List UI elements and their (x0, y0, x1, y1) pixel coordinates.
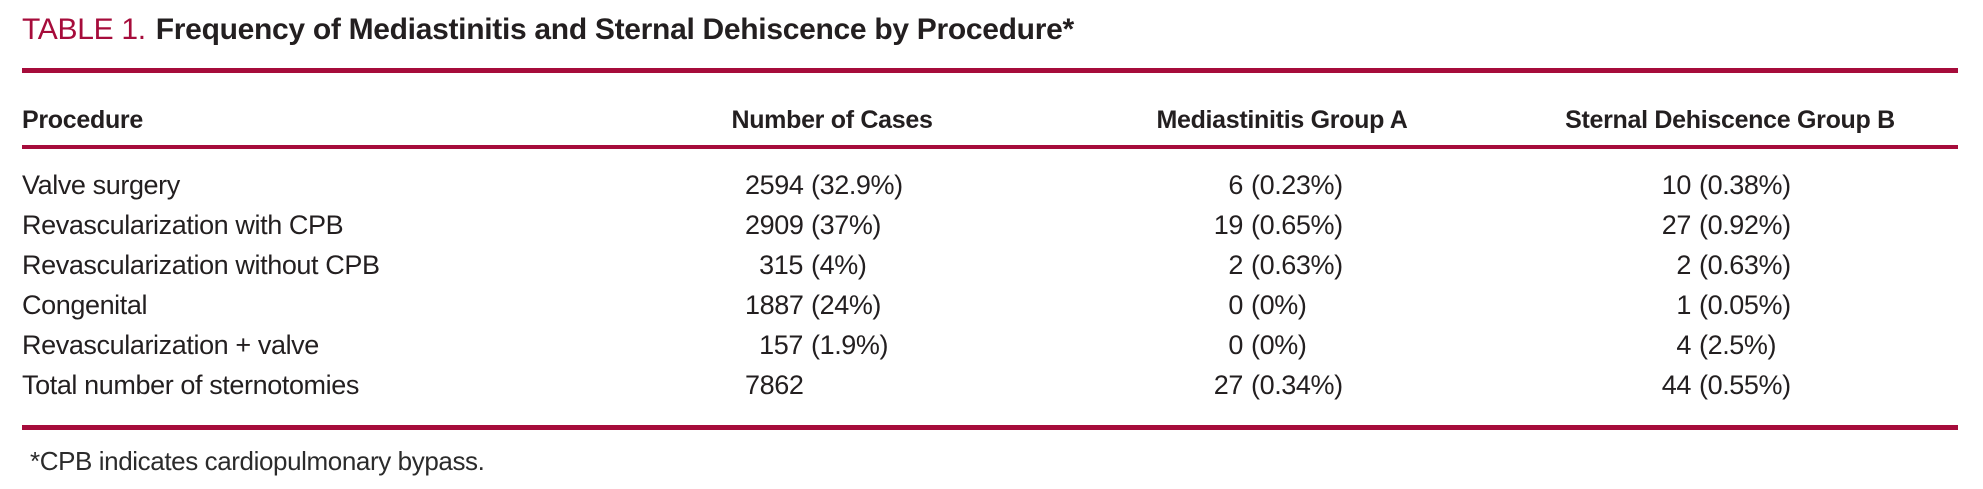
dehiscence-cell: 44 (0.55%) (1661, 369, 1791, 400)
table-row: Valve surgery 2594 (32.9%) 6 (0.23%) 10 (0.… (22, 165, 1958, 205)
cases-cell: 315 (4%) (759, 249, 867, 280)
header-rule (22, 145, 1958, 149)
table-title: TABLE 1. Frequency of Mediastinitis and S… (22, 0, 1958, 48)
table-row: Congenital 1887 (24%) 0 (0%) 1 (0.05%) (22, 285, 1958, 325)
column-header-number-of-cases: Number of Cases (731, 106, 933, 134)
table-content: TABLE 1. Frequency of Mediastinitis and S… (22, 0, 1958, 478)
table-number-label: TABLE 1. (22, 13, 146, 46)
procedure-cell: Revascularization with CPB (22, 209, 344, 240)
dehiscence-cell: 10 (0.38%) (1661, 169, 1791, 200)
dehiscence-cell: 2 (0.63%) (1676, 249, 1791, 280)
table-row: Revascularization + valve 157 (1.9%) 0 (0%… (22, 325, 1958, 365)
dehiscence-cell: 4 (2.5%) (1676, 329, 1777, 360)
table-row: Revascularization without CPB 315 (4%) 2(… (22, 245, 1958, 285)
mediastinitis-cell: 0 (0%) (1228, 289, 1307, 320)
column-header-sternal-dehiscence: Sternal Dehiscence Group B (1565, 106, 1895, 134)
table-footnote: *CPB indicates cardiopulmonary bypass. (30, 446, 485, 476)
table-body: Valve surgery 2594 (32.9%) 6 (0.23%) 10 (0.… (22, 165, 1958, 405)
cases-cell: 157 (1.9%) (759, 329, 889, 360)
mediastinitis-cell: 27 (0.34%) (1213, 369, 1343, 400)
top-rule (22, 68, 1958, 73)
procedure-cell: Revascularization + valve (22, 329, 319, 360)
cases-cell: 1887 (24%) (745, 289, 882, 320)
procedure-cell: Revascularization without CPB (22, 249, 380, 280)
mediastinitis-cell: 2 (0.63%) (1228, 249, 1343, 280)
table-title-text: Frequency of Mediastinitis and Sternal D… (155, 13, 1074, 46)
procedure-cell: Valve surgery (22, 169, 180, 200)
mediastinitis-cell: 6 (0.23%) (1228, 169, 1343, 200)
table-row: Revascularization with CPB 2909 (37%) 19(… (22, 205, 1958, 245)
mediastinitis-cell: 19 (0.65%) (1213, 209, 1343, 240)
table-header-row: Procedure Number of Cases Mediastinitis … (22, 73, 1958, 145)
cases-cell: 7862 (745, 369, 804, 400)
column-header-procedure: Procedure (22, 106, 143, 134)
cases-cell: 2594 (32.9%) (745, 169, 903, 200)
bottom-rule (22, 425, 1958, 430)
procedure-cell: Congenital (22, 289, 148, 320)
dehiscence-cell: 27 (0.92%) (1661, 209, 1791, 240)
column-header-mediastinitis: Mediastinitis Group A (1156, 106, 1408, 134)
cases-cell: 2909 (37%) (745, 209, 882, 240)
table-row-total: Total number of sternotomies 7862 27 (0.3… (22, 365, 1958, 405)
mediastinitis-cell: 0 (0%) (1228, 329, 1307, 360)
procedure-cell: Total number of sternotomies (22, 369, 359, 400)
dehiscence-cell: 1 (0.05%) (1676, 289, 1791, 320)
